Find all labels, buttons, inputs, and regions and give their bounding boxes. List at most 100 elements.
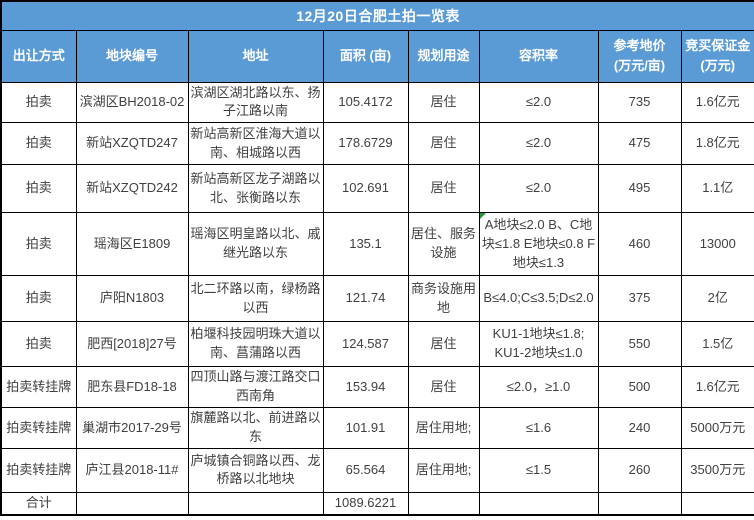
cell-plot: 巢湖市2017-29号 <box>75 407 189 449</box>
cell-plot: 新站XZQTD242 <box>75 164 189 214</box>
cell-use: 居住 <box>407 366 480 409</box>
cell-price: 475 <box>597 122 682 166</box>
cell-empty <box>478 491 599 516</box>
column-header-address: 地址 <box>187 29 324 83</box>
cell-method: 拍卖 <box>0 81 77 124</box>
cell-far: ≤2.0 <box>478 81 599 124</box>
cell-far: ≤2.0 <box>478 164 599 214</box>
column-header-plot: 地块编号 <box>75 29 189 83</box>
cell-address: 新站高新区淮海大道以南、相城路以西 <box>187 122 324 166</box>
cell-far: ≤1.5 <box>478 447 599 493</box>
table-row: 拍卖 滨湖区BH2018-02 滨湖区湖北路以东、扬子江路以南 105.4172… <box>0 81 754 124</box>
table-row: 拍卖转挂牌 肥东县FD18-18 四顶山路与渡江路交口西南角 153.94 居住… <box>0 366 754 409</box>
cell-deposit: 3500万元 <box>680 447 754 493</box>
table-row: 拍卖 庐阳N1803 北二环路以南，绿杨路以西 121.74 商务设施用地 B≤… <box>0 275 754 323</box>
cell-area: 124.587 <box>322 321 409 368</box>
cell-far: A地块≤2.0 B、C地块≤1.8 E地块≤0.8 F地块≤1.3 <box>478 212 599 277</box>
cell-price: 735 <box>597 81 682 124</box>
cell-area: 102.691 <box>322 164 409 214</box>
column-header-far: 容积率 <box>478 29 599 83</box>
cell-price: 240 <box>597 407 682 449</box>
cell-far: B≤4.0;C≤3.5;D≤2.0 <box>478 275 599 323</box>
column-header-use: 规划用途 <box>407 29 480 83</box>
cell-method: 拍卖 <box>0 321 77 368</box>
cell-empty <box>597 491 682 516</box>
cell-deposit: 1.6亿元 <box>680 81 754 124</box>
cell-address: 瑶海区明皇路以北、戚继光路以东 <box>187 212 324 277</box>
cell-deposit: 1.5亿 <box>680 321 754 368</box>
cell-address: 旗麓路以北、前进路以东 <box>187 407 324 449</box>
cell-method: 拍卖 <box>0 275 77 323</box>
table-row: 拍卖转挂牌 巢湖市2017-29号 旗麓路以北、前进路以东 101.91 居住用… <box>0 407 754 449</box>
cell-address: 新站高新区龙子湖路以北、张衡路以东 <box>187 164 324 214</box>
cell-far: ≤2.0，≥1.0 <box>478 366 599 409</box>
total-row: 合计 1089.6221 <box>0 491 754 516</box>
cell-plot: 肥西[2018]27号 <box>75 321 189 368</box>
cell-deposit: 13000 <box>680 212 754 277</box>
cell-far: ≤2.0 <box>478 122 599 166</box>
cell-plot: 肥东县FD18-18 <box>75 366 189 409</box>
column-header-deposit-line2: (万元) <box>700 58 736 73</box>
page-title: 12月20日合肥土拍一览表 <box>0 0 754 31</box>
cell-use: 居住 <box>407 122 480 166</box>
column-header-area: 面积 (亩) <box>322 29 409 83</box>
cell-corner-flag-icon <box>480 213 486 220</box>
cell-plot: 庐江县2018-11# <box>75 447 189 493</box>
cell-use: 居住 <box>407 81 480 124</box>
cell-use: 商务设施用地 <box>407 275 480 323</box>
cell-price: 500 <box>597 366 682 409</box>
cell-price: 495 <box>597 164 682 214</box>
cell-area: 135.1 <box>322 212 409 277</box>
cell-method: 拍卖转挂牌 <box>0 447 77 493</box>
cell-far: ≤1.6 <box>478 407 599 449</box>
table-row: 拍卖 新站XZQTD242 新站高新区龙子湖路以北、张衡路以东 102.691 … <box>0 164 754 214</box>
cell-use: 居住 <box>407 321 480 368</box>
cell-use: 居住 <box>407 164 480 214</box>
cell-empty <box>75 491 189 516</box>
column-header-price-line1: 参考地价 <box>613 37 666 53</box>
cell-price: 375 <box>597 275 682 323</box>
column-header-method: 出让方式 <box>0 29 77 83</box>
cell-deposit: 2亿 <box>680 275 754 323</box>
cell-address: 柏堰科技园明珠大道以南、菖蒲路以西 <box>187 321 324 368</box>
cell-method: 拍卖转挂牌 <box>0 366 77 409</box>
cell-far-text: A地块≤2.0 B、C地块≤1.8 E地块≤0.8 F地块≤1.3 <box>481 216 596 270</box>
cell-plot: 滨湖区BH2018-02 <box>75 81 189 124</box>
cell-plot: 新站XZQTD247 <box>75 122 189 166</box>
cell-price: 260 <box>597 447 682 493</box>
cell-price: 550 <box>597 321 682 368</box>
cell-total-area: 1089.6221 <box>322 491 409 516</box>
cell-method: 拍卖转挂牌 <box>0 407 77 449</box>
table-row: 12月20日合肥土拍一览表 <box>0 0 754 31</box>
cell-total-label: 合计 <box>0 491 77 516</box>
cell-use: 居住用地; <box>407 407 480 449</box>
cell-area: 101.91 <box>322 407 409 449</box>
cell-deposit: 5000万元 <box>680 407 754 449</box>
column-header-deposit-line1: 竞买保证金 <box>685 37 751 53</box>
cell-method: 拍卖 <box>0 212 77 277</box>
cell-empty <box>407 491 480 516</box>
cell-price: 460 <box>597 212 682 277</box>
cell-plot: 瑶海区E1809 <box>75 212 189 277</box>
cell-empty <box>680 491 754 516</box>
cell-area: 121.74 <box>322 275 409 323</box>
table-row: 拍卖 瑶海区E1809 瑶海区明皇路以北、戚继光路以东 135.1 居住、服务设… <box>0 212 754 277</box>
column-header-deposit: 竞买保证金 (万元) <box>680 29 754 83</box>
cell-area: 65.564 <box>322 447 409 493</box>
cell-plot: 庐阳N1803 <box>75 275 189 323</box>
cell-area: 153.94 <box>322 366 409 409</box>
cell-area: 178.6729 <box>322 122 409 166</box>
cell-address: 四顶山路与渡江路交口西南角 <box>187 366 324 409</box>
cell-far: KU1-1地块≤1.8; KU1-2地块≤1.0 <box>478 321 599 368</box>
cell-address: 北二环路以南，绿杨路以西 <box>187 275 324 323</box>
cell-method: 拍卖 <box>0 164 77 214</box>
cell-method: 拍卖 <box>0 122 77 166</box>
header-row: 出让方式 地块编号 地址 面积 (亩) 规划用途 容积率 参考地价 (万元/亩)… <box>0 29 754 83</box>
table-row: 拍卖 新站XZQTD247 新站高新区淮海大道以南、相城路以西 178.6729… <box>0 122 754 166</box>
table-row: 拍卖转挂牌 庐江县2018-11# 庐城镇合铜路以西、龙桥路以北地块 65.56… <box>0 447 754 493</box>
cell-address: 庐城镇合铜路以西、龙桥路以北地块 <box>187 447 324 493</box>
column-header-price: 参考地价 (万元/亩) <box>597 29 682 83</box>
cell-use: 居住用地; <box>407 447 480 493</box>
cell-area: 105.4172 <box>322 81 409 124</box>
